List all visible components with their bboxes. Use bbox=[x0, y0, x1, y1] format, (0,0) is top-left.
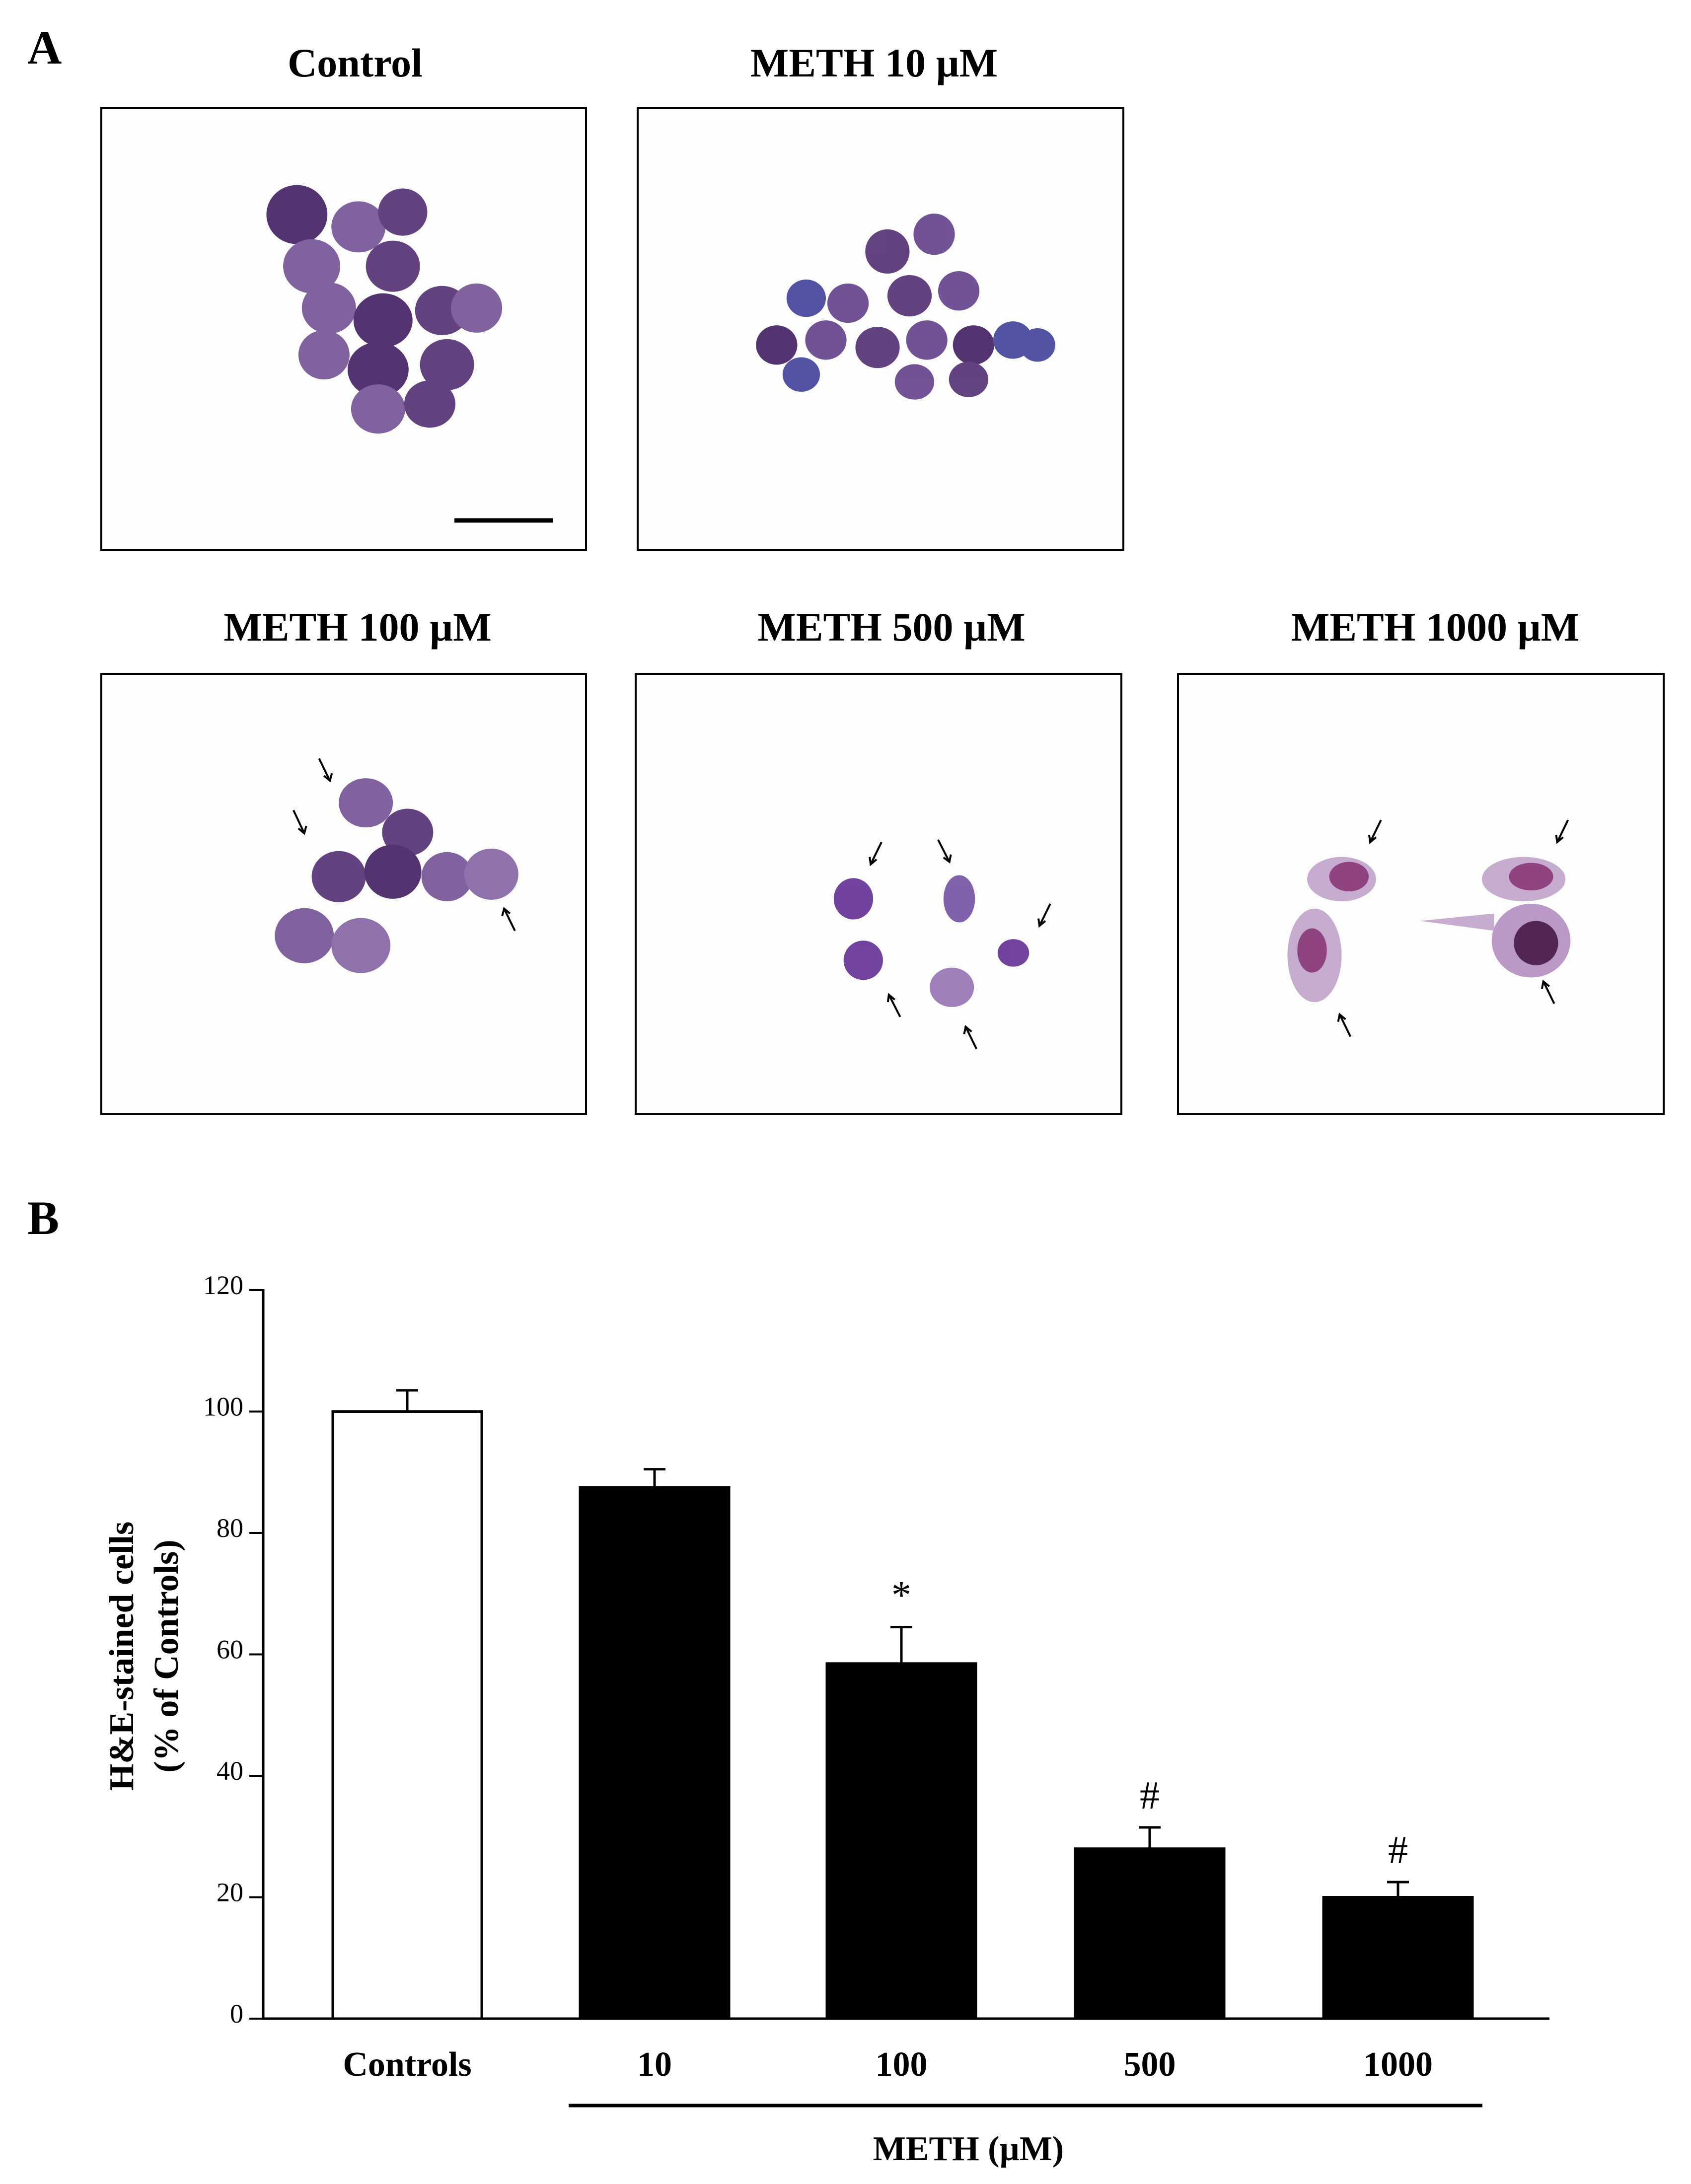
error-bars bbox=[396, 1389, 1409, 1897]
micro-title-meth-1000: METH 1000 µM bbox=[1291, 604, 1580, 650]
bar-Controls bbox=[331, 1410, 483, 2020]
y-tick-label: 120 bbox=[203, 1270, 243, 1300]
panel-b-letter: B bbox=[27, 1191, 60, 1244]
micro-title-meth-100: METH 100 µM bbox=[223, 604, 492, 650]
category-label: 500 bbox=[1124, 2045, 1176, 2084]
y-tick-label: 40 bbox=[217, 1756, 243, 1786]
arrow-markers bbox=[293, 758, 516, 932]
y-tick-label: 80 bbox=[217, 1513, 243, 1543]
y-axis-title-line2: (% of Controls) bbox=[147, 1539, 186, 1772]
panel-a-letter: A bbox=[27, 21, 62, 74]
micrograph-meth-100 bbox=[100, 673, 587, 1115]
category-label: 1000 bbox=[1363, 2045, 1433, 2084]
micro-title-meth-10: METH 10 µM bbox=[750, 40, 998, 85]
y-tick-label: 60 bbox=[217, 1635, 243, 1665]
bar-1000 bbox=[1322, 1896, 1474, 2020]
category-labels: Controls 10 100 500 1000 bbox=[343, 2045, 1433, 2084]
category-label: 100 bbox=[876, 2045, 928, 2084]
bar-100 bbox=[825, 1662, 977, 2020]
micrograph-control bbox=[100, 107, 587, 551]
y-ticks: 0 20 40 60 80 100 120 bbox=[203, 1270, 263, 2029]
significance-mark: * bbox=[891, 1573, 911, 1617]
micrograph-meth-500-image bbox=[833, 839, 1051, 1050]
micrograph-meth-500 bbox=[635, 673, 1122, 1115]
category-label: 10 bbox=[637, 2045, 672, 2084]
y-tick-label: 0 bbox=[230, 1999, 243, 2029]
micro-title-control: Control bbox=[288, 40, 423, 85]
arrow-markers bbox=[1337, 819, 1569, 1037]
scale-bar bbox=[454, 518, 553, 523]
bar-500 bbox=[1074, 1847, 1226, 2020]
significance-mark: # bbox=[1140, 1774, 1160, 1818]
micrograph-meth-10 bbox=[637, 107, 1124, 551]
significance-mark: # bbox=[1388, 1828, 1408, 1872]
micrograph-meth-1000 bbox=[1177, 673, 1665, 1115]
significance-marks: * # # bbox=[891, 1573, 1408, 1872]
category-label: Controls bbox=[343, 2045, 471, 2084]
y-tick-label: 100 bbox=[203, 1392, 243, 1422]
micrograph-meth-1000-image bbox=[1287, 819, 1571, 1037]
y-axis-title-line1: H&E-stained cells bbox=[103, 1522, 141, 1791]
micrograph-control-image bbox=[266, 185, 553, 523]
bar-10 bbox=[579, 1486, 731, 2020]
micrograph-meth-100-image bbox=[275, 758, 518, 973]
y-tick-label: 20 bbox=[217, 1878, 243, 1907]
bars bbox=[331, 1410, 1474, 2020]
micrograph-meth-10-image bbox=[756, 214, 1055, 400]
bar-chart: 0 20 40 60 80 100 120 * # # Controls 10 100 500 1000… bbox=[103, 1270, 1549, 2168]
arrow-markers bbox=[869, 839, 1051, 1050]
meth-group-label: METH (µM) bbox=[873, 2130, 1064, 2168]
micro-title-meth-500: METH 500 µM bbox=[757, 604, 1026, 650]
